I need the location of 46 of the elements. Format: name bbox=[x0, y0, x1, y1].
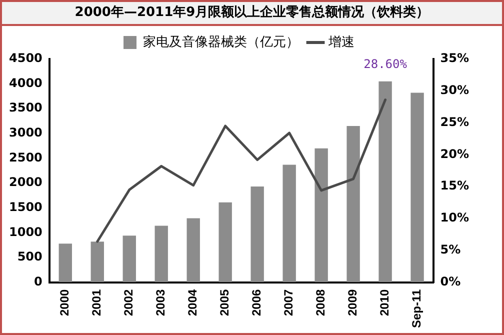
legend-label: 家电及音像器械类（亿元） bbox=[143, 34, 299, 50]
x-tick-label: 2006 bbox=[250, 288, 264, 316]
bar bbox=[346, 126, 360, 282]
x-tick-label: 2010 bbox=[378, 288, 392, 316]
bar bbox=[90, 242, 104, 282]
x-tick-label: 2007 bbox=[282, 288, 296, 316]
y-tick-label: 1000 bbox=[8, 224, 42, 239]
bar bbox=[218, 202, 232, 282]
data-label: 28.60% bbox=[364, 57, 408, 72]
y2-tick-label: 25% bbox=[440, 114, 470, 129]
x-tick-label: 2000 bbox=[58, 288, 72, 316]
y-tick-label: 1500 bbox=[8, 200, 42, 214]
x-tick-label: 2002 bbox=[122, 288, 136, 316]
x-tick-label: 2009 bbox=[346, 288, 360, 316]
y2-tick-label: 15% bbox=[440, 178, 470, 193]
bar bbox=[378, 81, 392, 282]
bar bbox=[410, 92, 424, 282]
y-tick-label: 3500 bbox=[8, 100, 42, 115]
x-tick-label: 2004 bbox=[186, 288, 200, 316]
bar bbox=[282, 164, 296, 282]
chart-title: 2000年—2011年9月限额以上企业零售总额情况（饮料类） bbox=[2, 2, 502, 26]
bar bbox=[250, 186, 264, 282]
y-tick-label: 0 bbox=[34, 274, 42, 288]
y2-tick-label: 35% bbox=[440, 51, 470, 66]
x-tick-label: 2008 bbox=[314, 288, 328, 316]
y-tick-label: 4000 bbox=[8, 76, 42, 90]
y2-tick-label: 5% bbox=[440, 242, 461, 257]
y2-tick-label: 0% bbox=[440, 274, 461, 288]
y2-tick-label: 20% bbox=[440, 146, 470, 161]
x-tick-label: 2005 bbox=[218, 288, 232, 316]
x-tick-label: 2003 bbox=[154, 288, 168, 316]
x-tick-label: 2001 bbox=[90, 288, 104, 316]
y-tick-label: 500 bbox=[17, 250, 42, 264]
bar bbox=[122, 236, 136, 282]
bar bbox=[186, 218, 200, 282]
y2-tick-label: 10% bbox=[440, 210, 470, 225]
y2-tick-label: 30% bbox=[440, 83, 470, 98]
bar bbox=[154, 226, 168, 282]
legend-label: 增速 bbox=[328, 34, 354, 50]
y-tick-label: 2000 bbox=[8, 175, 42, 190]
x-tick-label: Sep-11 bbox=[410, 289, 424, 328]
bar bbox=[58, 244, 72, 282]
bar bbox=[314, 148, 328, 282]
y-tick-label: 4500 bbox=[8, 51, 42, 66]
y-tick-label: 3000 bbox=[8, 126, 42, 140]
y-tick-label: 2500 bbox=[8, 150, 42, 164]
